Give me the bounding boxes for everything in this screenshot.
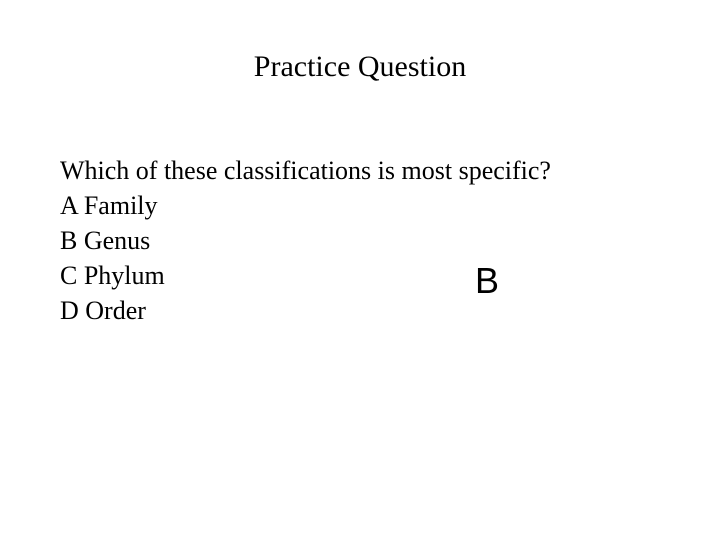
slide-title: Practice Question [0,50,720,84]
option-b: B Genus [60,223,660,258]
content-area: Which of these classifications is most s… [60,155,660,328]
option-d: D Order [60,293,660,328]
answer-indicator: B [475,260,499,302]
option-a: A Family [60,188,660,223]
option-c: C Phylum [60,258,660,293]
question-text: Which of these classifications is most s… [60,155,660,188]
